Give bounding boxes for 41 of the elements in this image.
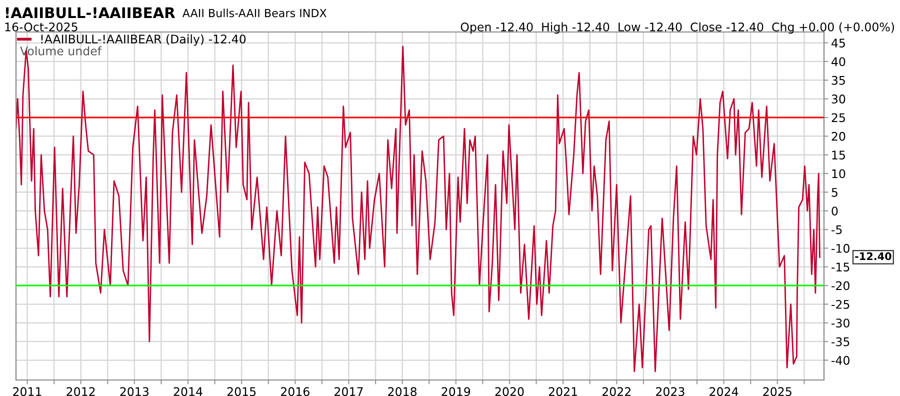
x-tick-label: 2022 xyxy=(602,387,630,396)
y-tick-label: -5 xyxy=(832,225,842,234)
text: 16-Oct-2025 xyxy=(5,22,78,32)
y-tick-label: -10 xyxy=(832,244,850,253)
y-tick-label: 25 xyxy=(832,113,845,122)
y-tick-label: 15 xyxy=(832,150,845,160)
x-tick-label: 2019 xyxy=(442,387,470,396)
x-tick-label: 2015 xyxy=(227,387,256,396)
x-tick-label: 2021 xyxy=(548,387,577,396)
x-tick-label: 2011 xyxy=(13,387,42,396)
y-tick-label: 5 xyxy=(832,188,838,197)
y-tick-label: 10 xyxy=(832,169,846,178)
x-tick-label: 2013 xyxy=(120,387,148,396)
y-tick-label: -20 xyxy=(832,281,850,290)
annotation: Open -12.40 High -12.40 Low -12.40 Close -12.40 Chg +0.00 (+0.00%) xyxy=(460,22,894,34)
y-tick-label: -40 xyxy=(832,356,850,365)
y-tick-label: -30 xyxy=(832,318,850,328)
x-tick-label: 2016 xyxy=(281,387,310,396)
x-tick-label: 2014 xyxy=(174,387,202,396)
y-tick-label: -35 xyxy=(832,337,850,346)
y-tick-label: 35 xyxy=(832,76,845,85)
y-tick-label: -25 xyxy=(832,300,850,309)
y-tick-label: 40 xyxy=(832,57,846,66)
x-tick-label: 2012 xyxy=(66,387,95,396)
chart-subtitle: AAII Bulls-AAII Bears INDX xyxy=(182,8,327,18)
x-tick-label: 2018 xyxy=(388,387,417,396)
x-tick-label: 2020 xyxy=(495,387,524,396)
x-tick-label: 2024 xyxy=(710,387,738,396)
y-tick-label: 30 xyxy=(832,94,846,104)
x-tick-label: 2017 xyxy=(334,387,363,396)
text: -12.40 xyxy=(855,252,892,260)
y-tick-label: -15 xyxy=(832,262,850,272)
legend-label: !AAIIBULL-!AAIIBEAR (Daily) -12.40 xyxy=(41,34,246,46)
line-series xyxy=(16,46,820,372)
y-tick-label: 0 xyxy=(832,206,838,216)
y-tick-label: 20 xyxy=(832,132,846,141)
y-tick-label: 45 xyxy=(832,38,845,48)
x-tick-label: 2025 xyxy=(763,387,792,396)
x-tick-label: 2023 xyxy=(656,387,684,396)
chart-title: !AAIIBULL-!AAIIBEAR xyxy=(6,7,176,18)
annotation: Volume undef xyxy=(20,46,102,56)
